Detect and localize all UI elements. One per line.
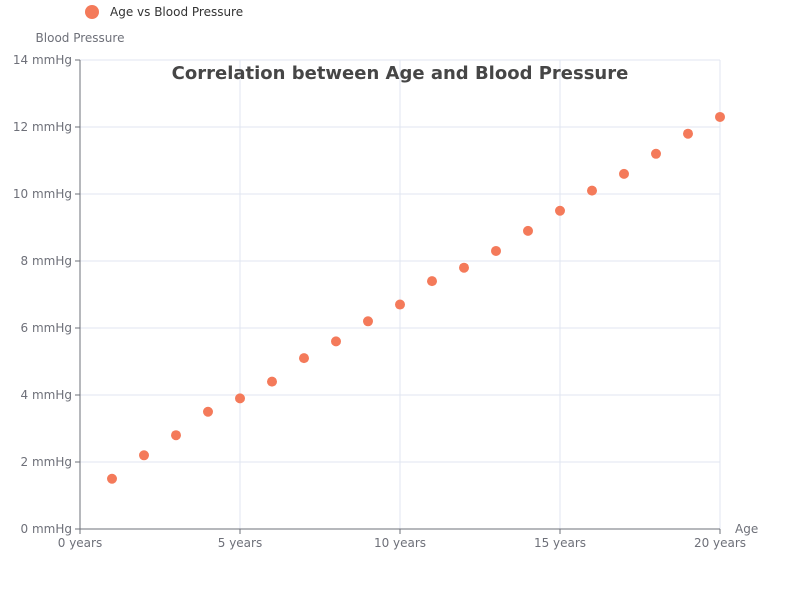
x-tick-label: 10 years <box>374 536 426 550</box>
data-points <box>107 111 725 484</box>
x-tick-label: 5 years <box>218 536 262 550</box>
y-tick-label: 2 mmHg <box>21 455 72 469</box>
x-tick-label: 20 years <box>694 536 746 550</box>
y-tick-label: 4 mmHg <box>21 388 72 402</box>
y-tick-label: 12 mmHg <box>13 120 72 134</box>
y-tick-label: 8 mmHg <box>21 254 72 268</box>
scatter-point[interactable] <box>203 406 213 417</box>
x-tick-label: 15 years <box>534 536 586 550</box>
legend-marker <box>85 5 99 19</box>
scatter-point[interactable] <box>715 111 725 122</box>
scatter-point[interactable] <box>587 185 597 196</box>
y-tick-label: 10 mmHg <box>13 187 72 201</box>
scatter-point[interactable] <box>331 336 341 347</box>
scatter-point[interactable] <box>107 473 117 484</box>
scatter-point[interactable] <box>427 276 437 287</box>
legend[interactable]: Age vs Blood Pressure <box>85 5 243 19</box>
grid <box>80 59 721 529</box>
axes <box>75 59 721 534</box>
scatter-point[interactable] <box>363 316 373 327</box>
tick-labels: 0 mmHg 2 mmHg 4 mmHg 6 mmHg 8 mmHg 10 mmHg 12 … <box>13 53 746 550</box>
scatter-point[interactable] <box>683 128 693 139</box>
scatter-point[interactable] <box>555 205 565 216</box>
scatter-point[interactable] <box>139 450 149 461</box>
scatter-point[interactable] <box>459 262 469 273</box>
scatter-point[interactable] <box>235 393 245 404</box>
scatter-point[interactable] <box>395 299 405 310</box>
y-tick-label: 14 mmHg <box>13 53 72 67</box>
scatter-point[interactable] <box>619 168 629 179</box>
scatter-point[interactable] <box>491 245 501 256</box>
chart-title: Correlation between Age and Blood Pressu… <box>172 63 629 84</box>
x-tick-label: 0 years <box>58 536 102 550</box>
scatter-point[interactable] <box>299 353 309 364</box>
legend-label: Age vs Blood Pressure <box>110 5 243 19</box>
y-tick-label: 0 mmHg <box>21 522 72 536</box>
scatter-point[interactable] <box>651 148 661 159</box>
scatter-point[interactable] <box>523 225 533 236</box>
x-axis-label: Age <box>735 522 758 536</box>
scatter-point[interactable] <box>171 430 181 441</box>
y-axis-label: Blood Pressure <box>36 31 125 45</box>
y-tick-label: 6 mmHg <box>21 321 72 335</box>
scatter-point[interactable] <box>267 376 277 387</box>
